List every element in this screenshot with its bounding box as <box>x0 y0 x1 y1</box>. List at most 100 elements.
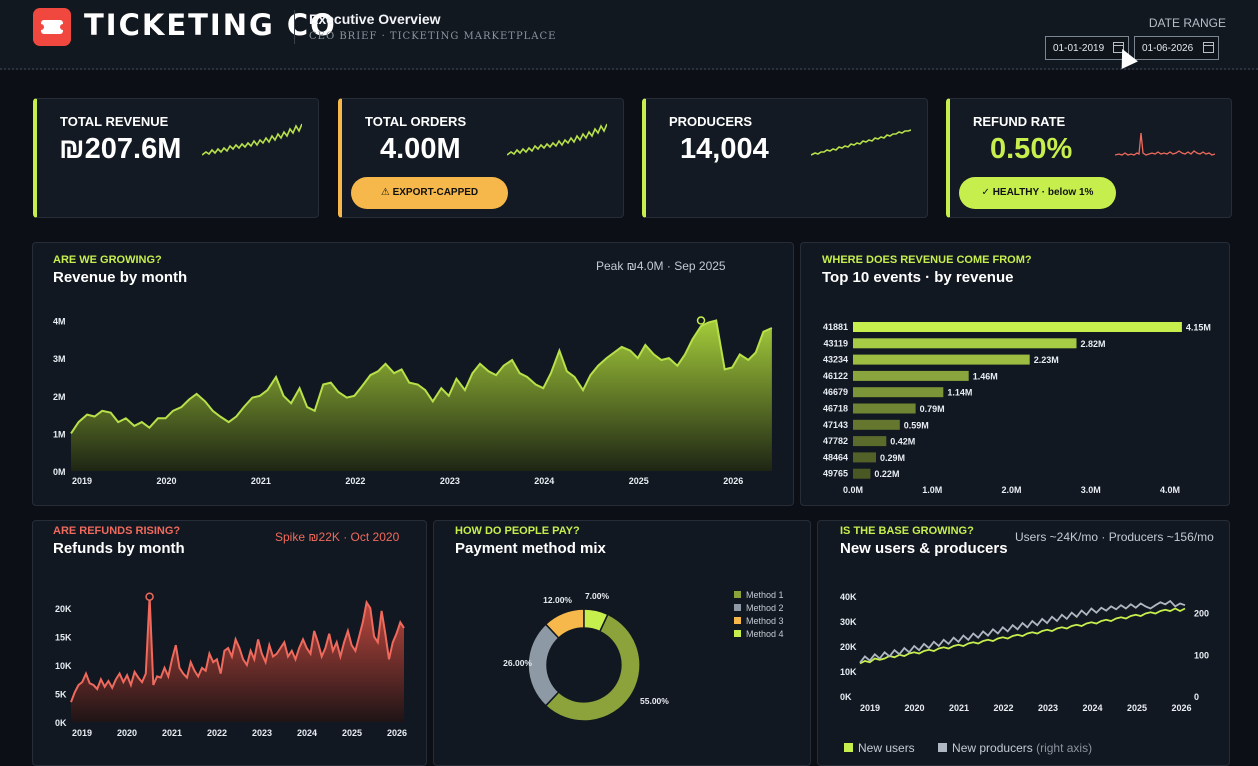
bar <box>853 419 900 430</box>
card-eyebrow: IS THE BASE GROWING? <box>840 525 974 537</box>
x-tick-label: 2022 <box>207 728 227 738</box>
x-tick-label: 2025 <box>342 728 362 738</box>
calendar-icon[interactable] <box>1203 42 1214 53</box>
ticket-logo-icon <box>33 8 71 46</box>
bar-category-label: 46122 <box>823 371 848 381</box>
x-tick-label: 0.0M <box>843 485 863 495</box>
x-tick-label: 2019 <box>72 728 92 738</box>
y-tick-label: 15K <box>55 633 72 643</box>
x-tick-label: 3.0M <box>1081 485 1101 495</box>
revenue-peak-note: Peak ₪4.0M · Sep 2025 <box>596 259 726 273</box>
slice-label: 26.00% <box>503 658 532 668</box>
x-tick-label: 2024 <box>297 728 317 738</box>
legend-label: Method 3 <box>746 616 784 626</box>
bar-value-label: 2.23M <box>1034 355 1059 365</box>
x-tick-label: 2024 <box>1082 703 1102 713</box>
bar-value-label: 1.14M <box>947 388 972 398</box>
kpi-value: ₪207.6M <box>59 133 182 165</box>
y2-tick-label: 0 <box>1194 692 1199 702</box>
legend-swatch-producers <box>938 743 948 752</box>
bar-category-label: 46679 <box>823 387 848 397</box>
x-tick-label: 2022 <box>993 703 1013 713</box>
page-title: Executive Overview <box>309 11 441 27</box>
legend-label: Method 4 <box>746 629 784 639</box>
y-tick-label: 0K <box>840 692 852 702</box>
export-capped-badge: ⚠ EXPORT-CAPPED <box>351 177 508 209</box>
legend-swatch <box>734 630 741 637</box>
legend-swatch <box>734 604 741 611</box>
payment-donut-chart: 55.00% 26.00% 12.00% 7.00% Method 1 Method 2 M… <box>503 590 784 722</box>
revenue-area <box>71 320 772 471</box>
bar <box>853 436 887 447</box>
top-bar: TICKETING CO Executive Overview CEO BRIE… <box>0 0 1258 70</box>
kpi-value: 4.00M <box>380 133 461 165</box>
kpi-label: PRODUCERS <box>669 114 753 129</box>
card-eyebrow: ARE WE GROWING? <box>53 254 162 266</box>
x-tick-label: 2023 <box>1038 703 1058 713</box>
slice-label: 12.00% <box>543 595 572 605</box>
card-eyebrow: ARE REFUNDS RISING? <box>53 525 181 537</box>
calendar-icon[interactable] <box>1113 42 1124 53</box>
top-events-bar-chart: 41881 4.15M 43119 2.82M 43234 2.23M 46122 1.46M… <box>823 322 1211 495</box>
refunds-card: ARE REFUNDS RISING? Refunds by month Spi… <box>32 520 427 766</box>
x-tick-label: 2019 <box>860 703 880 713</box>
x-tick-label: 2.0M <box>1001 485 1021 495</box>
bar-value-label: 2.82M <box>1080 339 1105 349</box>
x-tick-label: 2020 <box>156 476 176 486</box>
x-tick-label: 2024 <box>534 476 554 486</box>
x-tick-label: 2023 <box>252 728 272 738</box>
y-tick-label: 20K <box>840 642 857 652</box>
y-tick-label: 10K <box>55 661 72 671</box>
x-tick-label: 1.0M <box>922 485 942 495</box>
y-tick-label: 0K <box>55 718 67 728</box>
donut-slice <box>583 608 609 633</box>
brand-name: TICKETING CO <box>84 8 337 42</box>
orders-sparkline <box>507 123 607 156</box>
kpi-total-revenue: TOTAL REVENUE ₪207.6M <box>33 98 319 218</box>
x-tick-label: 2023 <box>440 476 460 486</box>
legend-label-users: New users <box>858 741 915 755</box>
x-tick-label: 2025 <box>629 476 649 486</box>
payment-card: HOW DO PEOPLE PAY? Payment method mix 55… <box>433 520 811 766</box>
legend-swatch <box>734 617 741 624</box>
card-title: Top 10 events · by revenue <box>822 269 1014 286</box>
refund-spike-note: Spike ₪22K · Oct 2020 <box>275 530 400 544</box>
revenue-line <box>70 319 773 434</box>
card-eyebrow: HOW DO PEOPLE PAY? <box>455 525 580 537</box>
y-tick-label: 5K <box>55 690 67 700</box>
y-tick-label: 20K <box>55 604 72 614</box>
legend-swatch <box>734 591 741 598</box>
refund-sparkline <box>1115 132 1215 156</box>
date-from-input[interactable]: 01-01-2019 <box>1045 36 1129 60</box>
x-tick-label: 4.0M <box>1160 485 1180 495</box>
users-rate-note: Users ~24K/mo · Producers ~156/mo <box>1015 530 1214 544</box>
bar-category-label: 49765 <box>823 469 848 479</box>
x-tick-label: 2026 <box>1171 703 1191 713</box>
bar-category-label: 47143 <box>823 420 848 430</box>
date-to-input[interactable]: 01-06-2026 <box>1134 36 1219 60</box>
date-from-value: 01-01-2019 <box>1053 43 1105 54</box>
bar-value-label: 4.15M <box>1186 323 1211 333</box>
bar <box>853 338 1077 349</box>
bar-value-label: 0.29M <box>880 453 905 463</box>
bar-category-label: 43119 <box>823 338 848 348</box>
revenue-card: ARE WE GROWING? Revenue by month Peak ₪4… <box>32 242 794 506</box>
bar-value-label: 0.22M <box>874 469 899 479</box>
bar <box>853 468 871 479</box>
header-divider <box>294 10 295 44</box>
bar <box>853 452 876 463</box>
x-tick-label: 2021 <box>949 703 969 713</box>
refunds-area <box>71 596 404 722</box>
users-card: IS THE BASE GROWING? New users & produce… <box>817 520 1230 766</box>
kpi-producers: PRODUCERS 14,004 <box>642 98 928 218</box>
slice-label: 55.00% <box>640 696 669 706</box>
revenue-sparkline <box>202 123 302 156</box>
y-tick-label: 30K <box>840 617 857 627</box>
healthy-badge: ✓ HEALTHY · below 1% <box>959 177 1116 209</box>
x-tick-label: 2025 <box>1127 703 1147 713</box>
revenue-area-chart: 0M 1M 2M 3M 4M 2019 2020 2021 2022 2023 2024 2025 20… <box>53 316 773 486</box>
bar-category-label: 41881 <box>823 322 848 332</box>
bar-category-label: 48464 <box>823 452 848 462</box>
y-tick-label: 3M <box>53 354 66 364</box>
x-tick-label: 2021 <box>251 476 271 486</box>
